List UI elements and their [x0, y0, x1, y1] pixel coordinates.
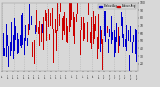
Bar	[12, 36, 13, 58]
Bar	[115, 37, 116, 53]
Bar	[18, 39, 19, 53]
Bar	[7, 35, 8, 46]
Bar	[32, 42, 33, 58]
Bar	[101, 30, 102, 44]
Bar	[58, 21, 59, 31]
Bar	[21, 15, 22, 48]
Bar	[92, 6, 93, 38]
Bar	[40, 39, 41, 70]
Bar	[86, 9, 87, 40]
Bar	[63, 16, 64, 31]
Bar	[83, 17, 84, 41]
Bar	[17, 33, 18, 54]
Bar	[79, 25, 80, 36]
Bar	[108, 39, 109, 53]
Bar	[136, 30, 137, 62]
Bar	[23, 21, 24, 32]
Bar	[45, 10, 46, 21]
Bar	[28, 24, 29, 35]
Bar	[90, 32, 91, 43]
Bar	[8, 46, 9, 67]
Bar	[10, 42, 11, 56]
Bar	[57, 3, 58, 31]
Bar	[34, 40, 35, 64]
Bar	[84, 23, 85, 39]
Bar	[102, 39, 103, 70]
Bar	[131, 49, 132, 70]
Bar	[130, 26, 131, 42]
Bar	[77, 3, 78, 14]
Bar	[69, 3, 70, 32]
Bar	[13, 35, 14, 59]
Bar	[113, 16, 114, 37]
Bar	[94, 24, 95, 39]
Bar	[119, 36, 120, 46]
Bar	[111, 16, 112, 44]
Bar	[53, 29, 54, 63]
Bar	[105, 11, 106, 42]
Bar	[129, 55, 130, 75]
Bar	[133, 35, 134, 42]
Bar	[39, 21, 40, 46]
Bar	[103, 27, 104, 48]
Bar	[116, 23, 117, 42]
Bar	[98, 14, 99, 49]
Bar	[135, 29, 136, 54]
Bar	[52, 8, 53, 29]
Bar	[114, 30, 115, 57]
Bar	[41, 24, 42, 42]
Bar	[112, 32, 113, 40]
Bar	[29, 4, 30, 30]
Bar	[126, 25, 127, 51]
Bar	[4, 48, 5, 56]
Bar	[64, 12, 65, 35]
Bar	[24, 38, 25, 55]
Bar	[81, 17, 82, 30]
Bar	[80, 30, 81, 55]
Bar	[35, 25, 36, 34]
Bar	[31, 16, 32, 25]
Bar	[122, 17, 123, 38]
Bar	[74, 17, 75, 44]
Legend: Below Avg, Above Avg: Below Avg, Above Avg	[98, 4, 136, 9]
Bar	[120, 51, 121, 75]
Bar	[125, 39, 126, 47]
Bar	[66, 18, 67, 42]
Bar	[91, 17, 92, 49]
Bar	[46, 13, 47, 41]
Bar	[25, 25, 26, 41]
Bar	[118, 27, 119, 53]
Bar	[49, 34, 50, 40]
Bar	[11, 22, 12, 51]
Bar	[56, 30, 57, 51]
Bar	[62, 18, 63, 40]
Bar	[73, 12, 74, 36]
Bar	[36, 10, 37, 32]
Bar	[27, 38, 28, 46]
Bar	[22, 13, 23, 45]
Bar	[55, 19, 56, 33]
Bar	[75, 6, 76, 37]
Bar	[38, 27, 39, 34]
Bar	[3, 33, 4, 56]
Bar	[14, 18, 15, 51]
Bar	[132, 42, 133, 53]
Bar	[109, 29, 110, 37]
Bar	[87, 22, 88, 42]
Bar	[6, 24, 7, 57]
Bar	[51, 22, 52, 38]
Bar	[60, 3, 61, 12]
Bar	[88, 3, 89, 15]
Bar	[97, 37, 98, 59]
Bar	[68, 21, 69, 37]
Bar	[59, 13, 60, 26]
Bar	[70, 3, 71, 27]
Bar	[85, 6, 86, 40]
Bar	[42, 24, 43, 33]
Bar	[107, 26, 108, 33]
